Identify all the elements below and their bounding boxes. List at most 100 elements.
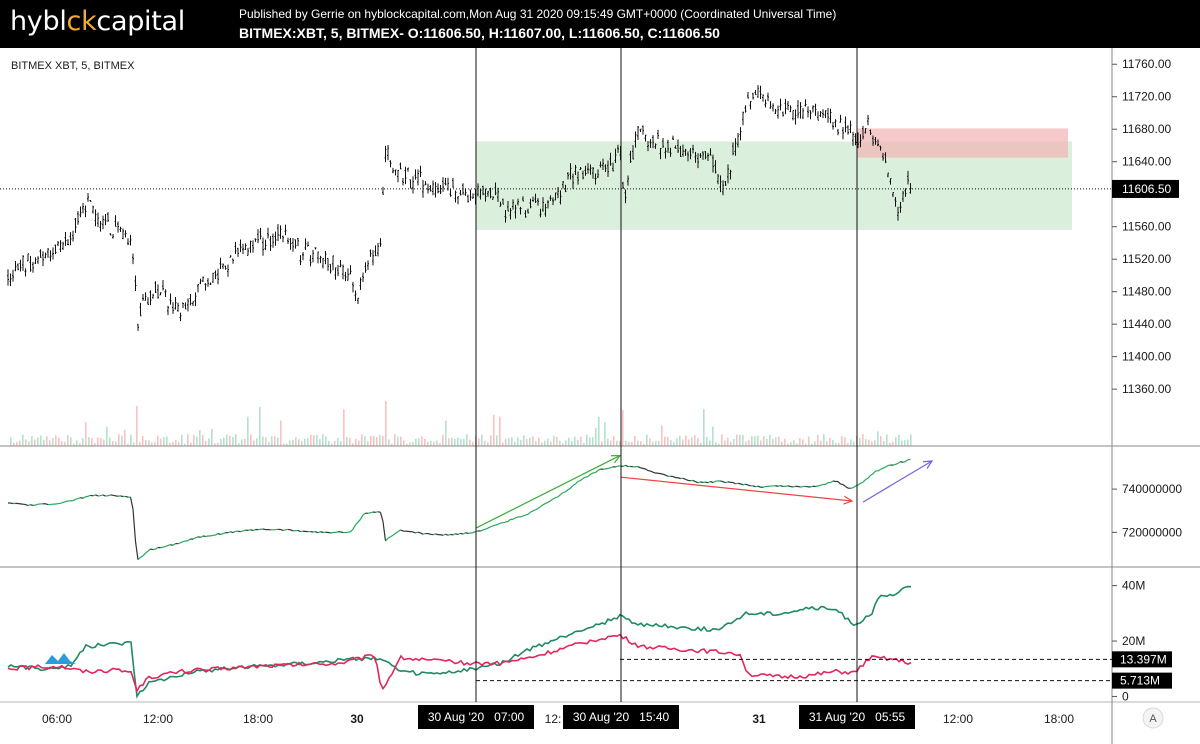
volume-bar xyxy=(652,442,654,446)
indicator-segment xyxy=(515,516,519,519)
volume-bar xyxy=(613,435,615,446)
indicator-segment xyxy=(695,481,699,484)
indicator-segment xyxy=(415,531,419,534)
indicator-segment xyxy=(129,496,134,510)
volume-bar xyxy=(640,441,642,446)
volume-bar xyxy=(109,437,111,446)
indicator-segment xyxy=(570,485,574,489)
indicator-segment xyxy=(27,504,31,507)
volume-bar xyxy=(886,434,888,446)
indicator-segment xyxy=(507,518,511,522)
time-marker-label: 31 Aug '20 05:55 xyxy=(809,710,906,724)
indicator-segment xyxy=(30,504,34,507)
volume-bar xyxy=(127,443,129,446)
volume-bar xyxy=(259,406,261,446)
time-marker-tag xyxy=(418,705,534,729)
volume-bar xyxy=(139,442,141,446)
volume-bar xyxy=(838,443,840,446)
axis-mode-label[interactable]: A xyxy=(1149,713,1157,725)
volume-bar xyxy=(307,438,309,446)
volume-bar xyxy=(313,435,315,446)
volume-bar xyxy=(622,410,624,446)
volume-bar xyxy=(175,439,177,446)
volume-bar xyxy=(25,439,27,446)
volume-bar xyxy=(103,439,105,446)
volume-bar xyxy=(40,435,42,446)
volume-bar xyxy=(172,442,174,446)
time-marker-label: 30 Aug '20 07:00 xyxy=(428,710,525,724)
price-axis-tick-label: 11480.00 xyxy=(1122,285,1171,299)
volume-bar xyxy=(670,439,672,446)
volume-bar xyxy=(691,437,693,446)
axis-mode-button[interactable]: A xyxy=(1142,707,1164,729)
x-axis-tick-label: 30 xyxy=(350,712,364,726)
volume-bar xyxy=(91,438,93,446)
indicator-segment xyxy=(155,547,159,550)
volume-bar xyxy=(211,429,213,446)
volume-bar xyxy=(826,441,828,446)
volume-bar xyxy=(889,442,891,446)
volume-bar xyxy=(748,440,750,446)
volume-bar xyxy=(100,437,102,446)
indicator-segment xyxy=(537,506,541,510)
volume-bar xyxy=(700,443,702,446)
last-price-tag-label: 11606.50 xyxy=(1122,182,1171,196)
volume-bar xyxy=(250,434,252,446)
volume-bar xyxy=(49,440,51,446)
volume-bar xyxy=(538,437,540,446)
volume-bar xyxy=(745,441,747,446)
indicator-segment xyxy=(327,531,331,534)
indicator-segment xyxy=(387,536,391,539)
indicator-segment xyxy=(392,532,396,536)
indicator-segment xyxy=(35,503,39,506)
indicator-segment xyxy=(242,529,246,532)
x-axis: 06:00 12:00 18:00 30 31 12:00 18:00 12: xyxy=(42,712,1074,726)
indicator-axis-tick-label: 740000000 xyxy=(1122,482,1182,496)
x-axis-tick-label: 12:00 xyxy=(943,712,973,726)
indicator-segment xyxy=(700,481,704,483)
indicator-segment xyxy=(660,473,664,475)
volume-bar xyxy=(592,437,594,446)
indicator-segment xyxy=(45,503,49,506)
volume-bar xyxy=(715,442,717,446)
volume-bar xyxy=(223,437,225,446)
indicator-segment xyxy=(820,483,824,486)
volume-bar xyxy=(199,430,201,446)
indicator-segment xyxy=(400,529,404,532)
indicator-segment xyxy=(880,467,884,470)
volume-bar xyxy=(421,436,423,446)
indicator-segment xyxy=(315,531,319,534)
volume-bar xyxy=(577,439,579,446)
volume-bar xyxy=(877,431,879,446)
indicator-segment xyxy=(742,483,746,486)
volume-bar xyxy=(106,426,108,446)
indicator-segment xyxy=(112,494,116,497)
trading-chart[interactable]: 11360.00 11400.00 11440.00 11480.00 11520.00… xyxy=(0,48,1200,744)
volume-bar xyxy=(136,406,138,446)
indicator-segment xyxy=(645,468,649,472)
delta-series-layer: 13.397M 5.713M xyxy=(7,585,1172,699)
volume-bar xyxy=(547,438,549,446)
indicator-segment xyxy=(650,470,654,473)
indicator-segment xyxy=(150,548,154,551)
volume-bar xyxy=(289,440,291,446)
volume-bar xyxy=(496,435,498,446)
volume-bar xyxy=(712,426,714,446)
volume-bar xyxy=(340,440,342,446)
volume-bar xyxy=(847,443,849,446)
volume-bar xyxy=(394,434,396,446)
trendline xyxy=(862,460,933,503)
indicator-segment xyxy=(359,514,364,520)
volume-bar xyxy=(232,437,234,446)
volume-bar xyxy=(901,440,903,446)
indicator-segment xyxy=(850,487,854,489)
indicator-segment xyxy=(882,466,886,469)
indicator-segment xyxy=(597,468,601,471)
volume-bar xyxy=(178,442,180,446)
trendline-arrowhead xyxy=(610,454,622,464)
volume-bar xyxy=(331,443,333,446)
volume-bar xyxy=(631,441,633,446)
indicator-segment xyxy=(347,531,351,533)
indicator-segment xyxy=(232,530,236,534)
price-axis-tick-label: 11640.00 xyxy=(1122,155,1171,169)
